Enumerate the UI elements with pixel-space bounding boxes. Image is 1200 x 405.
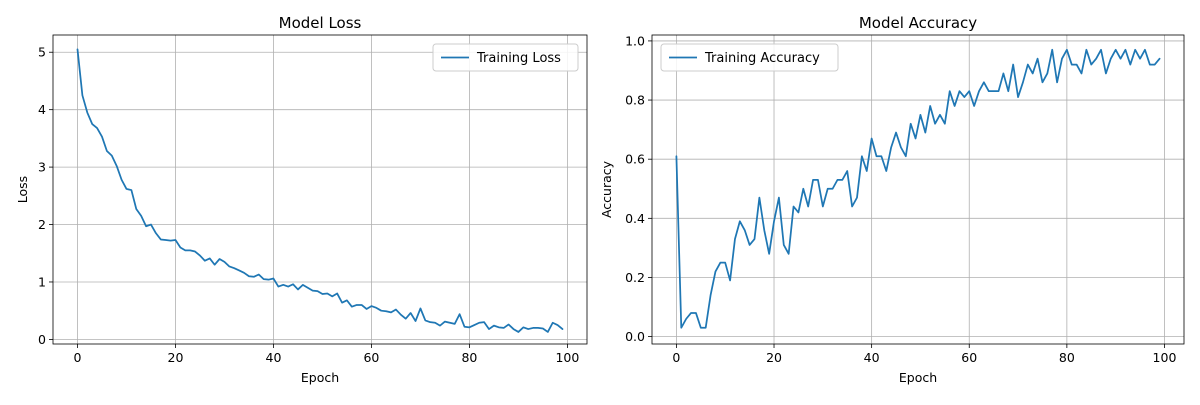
x-tick-label: 0 <box>672 350 680 365</box>
plot-frame <box>52 34 588 345</box>
y-tick-label: 0.4 <box>625 211 645 226</box>
chart-panel-1: 0 20 40 60 80 100 0 1 2 3 4 5 Model Loss Epoch Loss Tra… <box>15 14 588 385</box>
y-tick-label: 4 <box>38 102 46 117</box>
y-tick-label: 0.8 <box>625 93 645 108</box>
x-tick-label: 20 <box>766 350 782 365</box>
legend: Training Loss <box>432 43 579 72</box>
x-tick-label: 60 <box>363 350 379 365</box>
plot-frame <box>651 34 1185 345</box>
y-tick-label: 3 <box>38 160 46 175</box>
x-axis-label: Epoch <box>301 370 339 385</box>
series-line-1 <box>675 48 1161 329</box>
x-axis-label: Epoch <box>899 370 937 385</box>
legend-box <box>660 43 839 72</box>
y-tick-label: 0 <box>38 332 46 347</box>
y-tick-label: 0.0 <box>625 329 645 344</box>
legend-label: Training Accuracy <box>704 51 820 66</box>
legend-box <box>432 43 579 72</box>
legend-label: Training Loss <box>476 51 561 66</box>
y-tick-label: 0.6 <box>625 152 645 167</box>
x-tick-label: 0 <box>74 350 82 365</box>
chart-title: Model Loss <box>279 14 362 32</box>
y-tick-label: 1 <box>38 274 46 289</box>
y-tick-label: 5 <box>38 45 46 60</box>
y-axis-label: Accuracy <box>599 160 614 218</box>
y-axis-label: Loss <box>15 176 30 203</box>
x-tick-label: 40 <box>266 350 282 365</box>
legend: Training Accuracy <box>660 43 839 72</box>
x-tick-label: 80 <box>461 350 477 365</box>
chart-panel-2: 0 20 40 60 80 100 0.0 0.2 0.4 0.6 0.8 1.0 Model Accu… <box>599 14 1185 385</box>
x-tick-label: 100 <box>1153 350 1177 365</box>
y-tick-label: 2 <box>38 217 46 232</box>
chart-title: Model Accuracy <box>859 14 977 32</box>
y-tick-label: 0.2 <box>625 270 645 285</box>
x-tick-label: 60 <box>961 350 977 365</box>
x-tick-label: 20 <box>168 350 184 365</box>
y-tick-label: 1.0 <box>625 33 645 48</box>
series-line-1 <box>76 48 564 333</box>
x-tick-label: 40 <box>864 350 880 365</box>
x-tick-label: 80 <box>1059 350 1075 365</box>
x-tick-label: 100 <box>555 350 579 365</box>
